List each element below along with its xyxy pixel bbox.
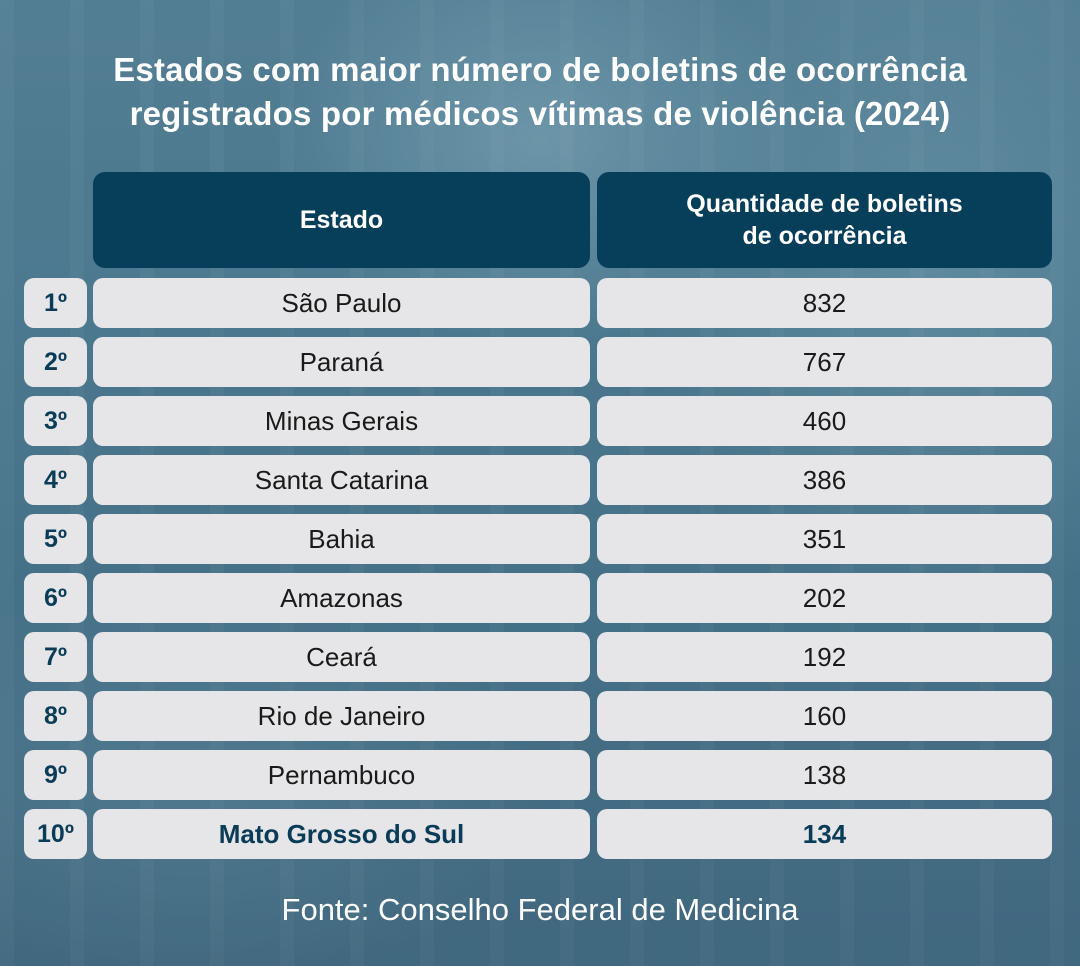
state-cell: Ceará: [93, 632, 590, 682]
count-cell: 767: [597, 337, 1052, 387]
count-cell: 832: [597, 278, 1052, 328]
rank-badge: 10º: [24, 809, 87, 859]
state-cell: Bahia: [93, 514, 590, 564]
state-cell: Minas Gerais: [93, 396, 590, 446]
rank-badge: 9º: [24, 750, 87, 800]
rank-badge: 1º: [24, 278, 87, 328]
column-header-count-line-2: de ocorrência: [742, 222, 907, 250]
rank-badge: 3º: [24, 396, 87, 446]
column-header-count-line-1: Quantidade de boletins: [686, 190, 963, 218]
chart-title-line-2: registrados por médicos vítimas de violê…: [129, 95, 951, 132]
column-header-state: Estado: [93, 172, 590, 268]
count-cell: 160: [597, 691, 1052, 741]
count-cell: 351: [597, 514, 1052, 564]
state-cell: São Paulo: [93, 278, 590, 328]
rank-badge: 5º: [24, 514, 87, 564]
state-cell: Rio de Janeiro: [93, 691, 590, 741]
count-cell: 138: [597, 750, 1052, 800]
state-cell: Pernambuco: [93, 750, 590, 800]
count-cell: 460: [597, 396, 1052, 446]
rank-badge: 2º: [24, 337, 87, 387]
state-cell: Amazonas: [93, 573, 590, 623]
column-header-count: Quantidade de boletins de ocorrência: [597, 172, 1052, 268]
count-cell: 386: [597, 455, 1052, 505]
count-cell: 134: [597, 809, 1052, 859]
rank-badge: 6º: [24, 573, 87, 623]
chart-title: Estados com maior número de boletins de …: [40, 48, 1040, 136]
source-note: Fonte: Conselho Federal de Medicina: [281, 892, 799, 927]
rank-badge: 4º: [24, 455, 87, 505]
chart-title-line-1: Estados com maior número de boletins de …: [113, 51, 967, 88]
state-cell: Santa Catarina: [93, 455, 590, 505]
state-cell: Paraná: [93, 337, 590, 387]
count-cell: 192: [597, 632, 1052, 682]
state-cell: Mato Grosso do Sul: [93, 809, 590, 859]
count-cell: 202: [597, 573, 1052, 623]
rank-badge: 7º: [24, 632, 87, 682]
rank-badge: 8º: [24, 691, 87, 741]
